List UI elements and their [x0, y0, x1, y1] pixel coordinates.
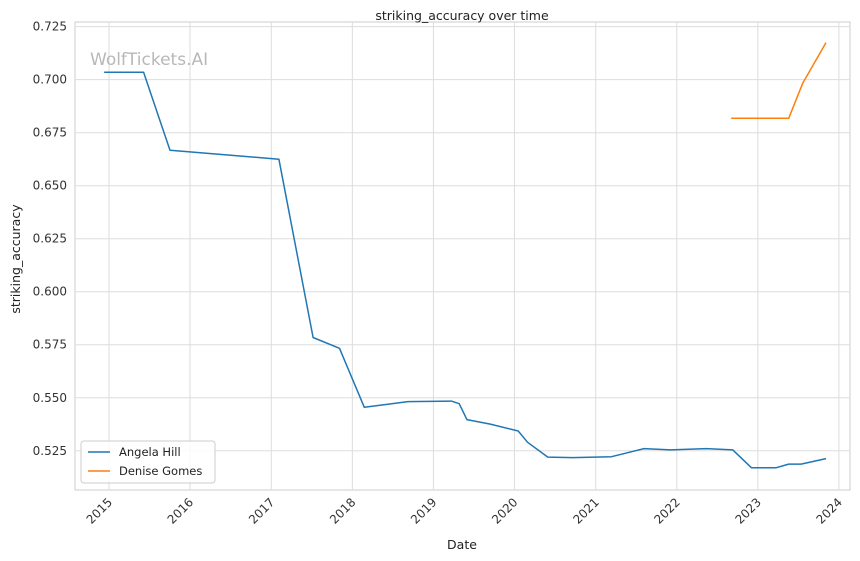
series-line-denise-gomes — [731, 42, 827, 120]
y-tick-label: 0.575 — [33, 338, 67, 352]
y-tick-label: 0.525 — [33, 444, 67, 458]
x-tick-label: 2019 — [408, 495, 439, 526]
x-tick-label: 2021 — [570, 495, 601, 526]
y-axis-title: striking_accuracy — [8, 204, 23, 314]
y-tick-label: 0.600 — [33, 285, 67, 299]
x-tick-label: 2017 — [246, 495, 277, 526]
series-layer — [104, 42, 827, 469]
plot-area — [74, 21, 851, 491]
x-tick-label: 2024 — [814, 495, 845, 526]
y-tick-label: 0.700 — [33, 73, 67, 87]
x-tick-label: 2023 — [732, 495, 763, 526]
x-tick-label: 2022 — [651, 495, 682, 526]
y-tick-label: 0.675 — [33, 126, 67, 140]
x-tick-label: 2018 — [327, 495, 358, 526]
x-tick-label: 2016 — [165, 495, 196, 526]
y-tick-label: 0.550 — [33, 391, 67, 405]
legend: Angela Hill Denise Gomes — [80, 440, 216, 484]
y-tick-label: 0.625 — [33, 232, 67, 246]
x-tick-label: 2015 — [84, 495, 115, 526]
legend-label-denise-gomes: Denise Gomes — [119, 464, 202, 478]
legend-box — [80, 440, 216, 484]
y-tick-label: 0.650 — [33, 179, 67, 193]
series-line-angela-hill — [104, 71, 827, 469]
chart-title: striking_accuracy over time — [375, 8, 549, 23]
x-tick-label: 2020 — [489, 495, 520, 526]
x-axis-title: Date — [447, 537, 477, 552]
legend-label-angela-hill: Angela Hill — [119, 445, 181, 459]
watermark: WolfTickets.AI — [90, 50, 208, 70]
y-tick-label: 0.725 — [33, 20, 67, 34]
gridlines — [75, 22, 850, 490]
